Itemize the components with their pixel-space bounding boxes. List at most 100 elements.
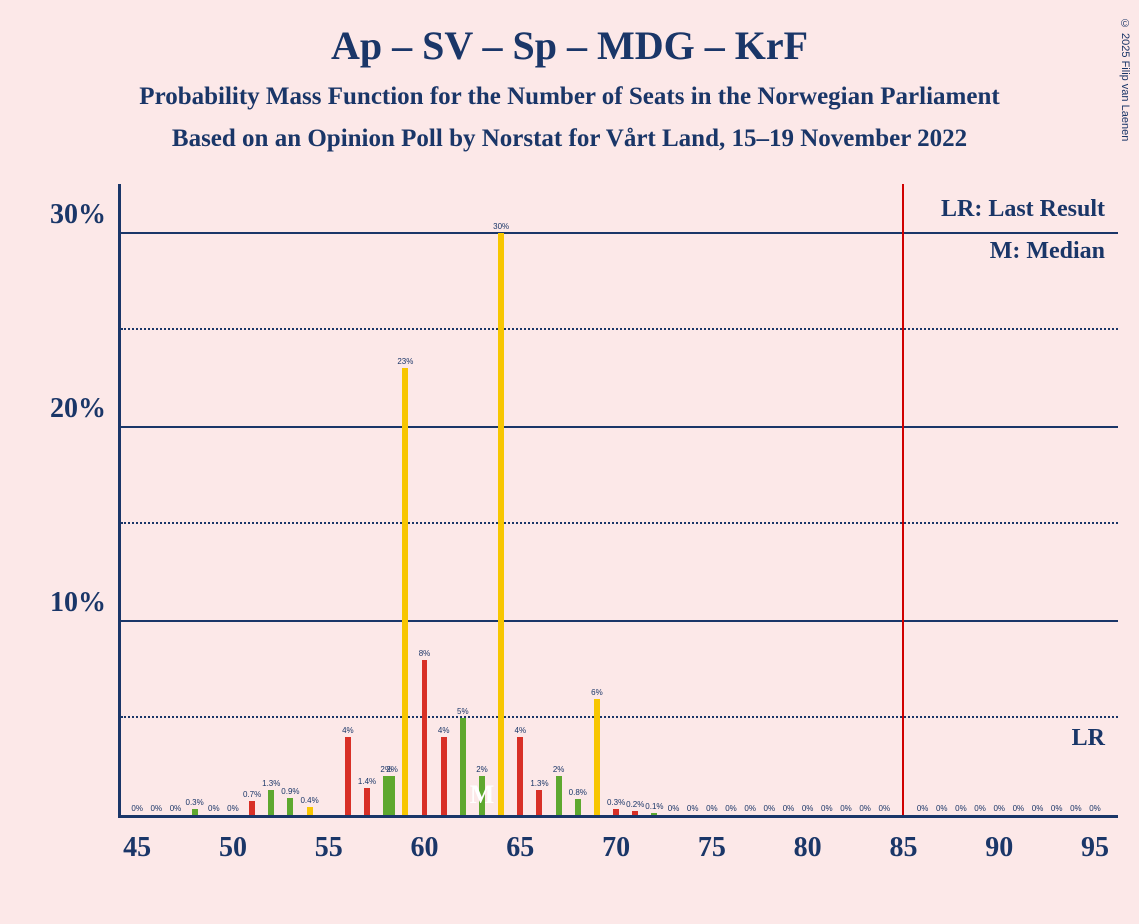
bar-value-label: 2% xyxy=(553,765,565,774)
lr-vertical-line xyxy=(902,184,904,815)
bar-value-label: 0% xyxy=(936,804,948,813)
bar-value-label: 0% xyxy=(151,804,163,813)
bar xyxy=(460,718,466,815)
grid-major xyxy=(121,426,1118,428)
bar-value-label: 0% xyxy=(764,804,776,813)
y-tick-label: 10% xyxy=(50,587,106,619)
x-tick-label: 55 xyxy=(315,832,343,864)
bar-value-label: 1.4% xyxy=(358,777,376,786)
x-axis-line xyxy=(118,815,1118,818)
bar xyxy=(556,776,562,815)
bar-value-label: 0.7% xyxy=(243,790,261,799)
bar-value-label: 1.3% xyxy=(530,779,548,788)
bar-value-label: 0.9% xyxy=(281,787,299,796)
bar-value-label: 23% xyxy=(397,357,413,366)
bar-value-label: 0% xyxy=(993,804,1005,813)
y-tick-label: 20% xyxy=(50,393,106,425)
bar-value-label: 0% xyxy=(687,804,699,813)
bar-value-label: 0.3% xyxy=(186,798,204,807)
bar-value-label: 0% xyxy=(955,804,967,813)
bar-value-label: 0% xyxy=(131,804,143,813)
x-tick-label: 50 xyxy=(219,832,247,864)
bar-value-label: 0% xyxy=(170,804,182,813)
bar xyxy=(402,368,408,815)
bar xyxy=(498,233,504,815)
bar-value-label: 4% xyxy=(438,726,450,735)
bar-value-label: 2% xyxy=(386,765,398,774)
bar xyxy=(575,799,581,815)
bar-value-label: 0% xyxy=(974,804,986,813)
bar-value-label: 0% xyxy=(668,804,680,813)
legend-lr: LR: Last Result xyxy=(941,196,1105,223)
grid-major xyxy=(121,620,1118,622)
bar-value-label: 5% xyxy=(457,707,469,716)
x-tick-label: 65 xyxy=(506,832,534,864)
lr-axis-label: LR xyxy=(1072,725,1105,752)
x-tick-label: 45 xyxy=(123,832,151,864)
bar-value-label: 4% xyxy=(515,726,527,735)
bar-value-label: 0% xyxy=(1089,804,1101,813)
legend-m: M: Median xyxy=(990,238,1105,265)
bar-value-label: 30% xyxy=(493,222,509,231)
x-tick-label: 85 xyxy=(889,832,917,864)
bar-value-label: 0.3% xyxy=(607,798,625,807)
bar-value-label: 0% xyxy=(725,804,737,813)
bar-value-label: 0% xyxy=(859,804,871,813)
x-tick-label: 75 xyxy=(698,832,726,864)
x-tick-label: 95 xyxy=(1081,832,1109,864)
bar xyxy=(613,809,619,815)
grid-minor xyxy=(121,522,1118,524)
chart-title: Ap – SV – Sp – MDG – KrF xyxy=(0,0,1139,69)
x-tick-label: 70 xyxy=(602,832,630,864)
bar xyxy=(389,776,395,815)
grid-minor xyxy=(121,716,1118,718)
bar-value-label: 0% xyxy=(744,804,756,813)
bar-value-label: 0% xyxy=(1051,804,1063,813)
bar-value-label: 0.8% xyxy=(569,788,587,797)
bar-value-label: 4% xyxy=(342,726,354,735)
bar-value-label: 6% xyxy=(591,688,603,697)
bar xyxy=(441,737,447,815)
grid-minor xyxy=(121,328,1118,330)
bar-value-label: 8% xyxy=(419,649,431,658)
bar-value-label: 0% xyxy=(208,804,220,813)
x-tick-label: 60 xyxy=(411,832,439,864)
bar-value-label: 0% xyxy=(802,804,814,813)
bar xyxy=(651,813,657,815)
y-axis-line xyxy=(118,184,121,818)
bar-value-label: 0% xyxy=(1013,804,1025,813)
grid-major xyxy=(121,232,1118,234)
x-tick-label: 80 xyxy=(794,832,822,864)
copyright-text: © 2025 Filip van Laenen xyxy=(1119,18,1131,141)
bar xyxy=(536,790,542,815)
bar xyxy=(345,737,351,815)
bar-value-label: 0% xyxy=(917,804,929,813)
bar xyxy=(287,798,293,815)
bar xyxy=(632,811,638,815)
bar-value-label: 0% xyxy=(706,804,718,813)
chart-subtitle-2: Based on an Opinion Poll by Norstat for … xyxy=(0,111,1139,153)
bar-value-label: 1.3% xyxy=(262,779,280,788)
bar xyxy=(517,737,523,815)
y-tick-label: 30% xyxy=(50,199,106,231)
bar-value-label: 0% xyxy=(840,804,852,813)
bar xyxy=(268,790,274,815)
chart-subtitle-1: Probability Mass Function for the Number… xyxy=(0,69,1139,111)
bar-value-label: 0% xyxy=(227,804,239,813)
bar-value-label: 0% xyxy=(879,804,891,813)
bar xyxy=(422,660,428,815)
x-tick-label: 90 xyxy=(985,832,1013,864)
bar-value-label: 0% xyxy=(1070,804,1082,813)
bar xyxy=(192,809,198,815)
bar-value-label: 0% xyxy=(783,804,795,813)
bar xyxy=(249,801,255,815)
bar xyxy=(364,788,370,815)
median-marker: M xyxy=(470,780,495,810)
bar xyxy=(307,807,313,815)
bar-value-label: 0% xyxy=(1032,804,1044,813)
bar xyxy=(594,699,600,815)
bar-value-label: 2% xyxy=(476,765,488,774)
bar-value-label: 0% xyxy=(821,804,833,813)
bar-value-label: 0.2% xyxy=(626,800,644,809)
bar-value-label: 0.1% xyxy=(645,802,663,811)
